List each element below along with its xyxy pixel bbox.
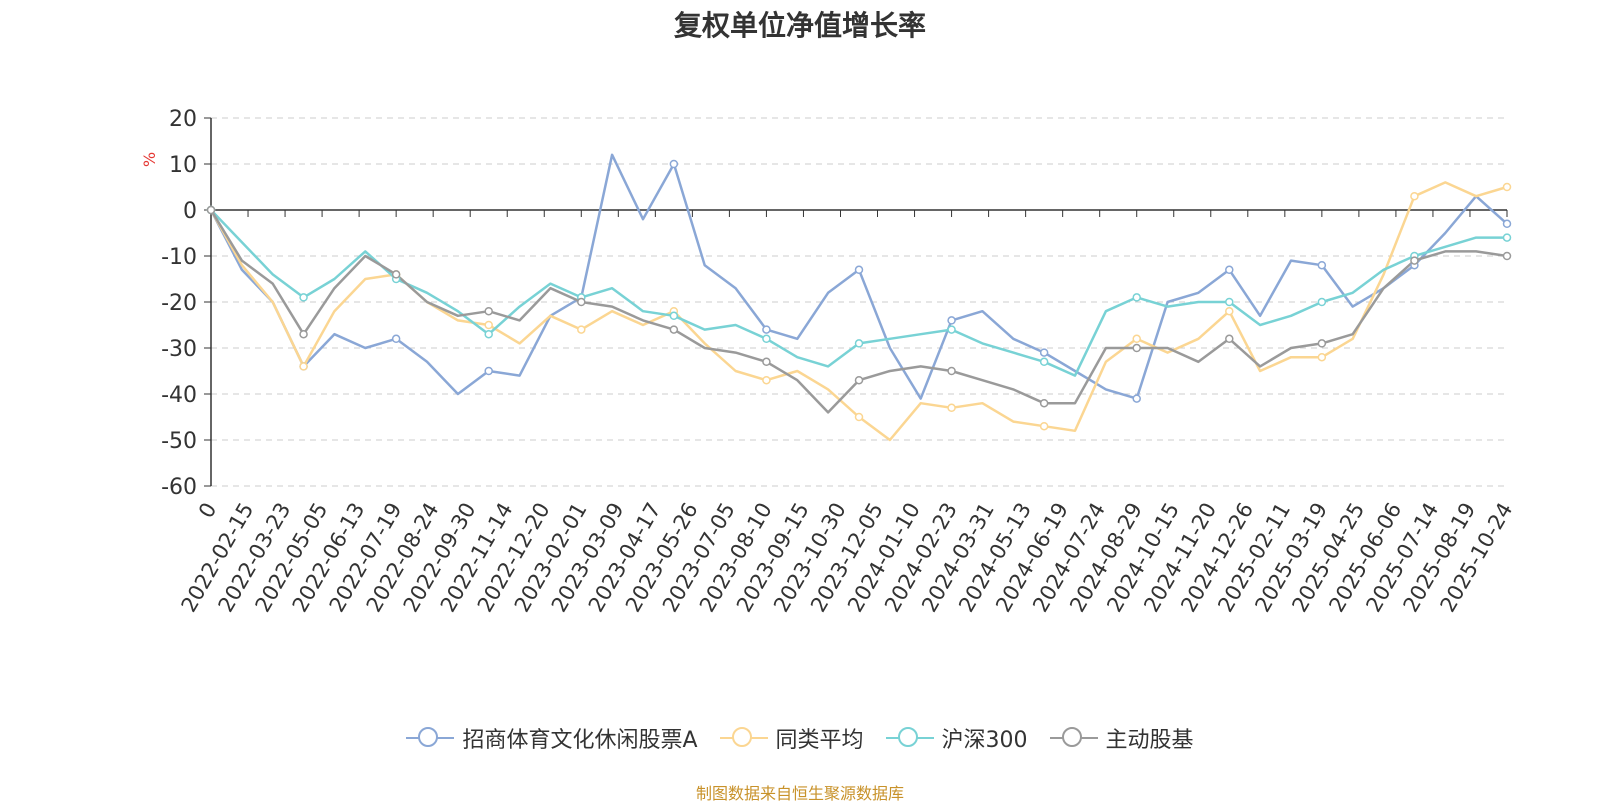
y-tick-label: -20 bbox=[161, 291, 197, 316]
data-point bbox=[1225, 306, 1234, 316]
data-point bbox=[1317, 297, 1327, 307]
data-point bbox=[1225, 265, 1234, 275]
data-point bbox=[1132, 293, 1141, 302]
data-point bbox=[577, 297, 586, 307]
data-point bbox=[1502, 219, 1512, 229]
data-point bbox=[947, 366, 956, 376]
data-point bbox=[577, 325, 586, 334]
chart-title: 复权单位净值增长率 bbox=[673, 9, 926, 42]
data-point bbox=[299, 362, 308, 371]
data-point bbox=[1132, 343, 1141, 353]
y-tick-label: 20 bbox=[169, 107, 197, 132]
series-line-1 bbox=[209, 153, 1508, 400]
data-point bbox=[1502, 182, 1512, 192]
line-chart: 20100-10-20-30-40-50-6002022-02-152022-0… bbox=[161, 107, 1517, 616]
data-point bbox=[1502, 233, 1512, 242]
y-tick-label: -40 bbox=[161, 383, 197, 408]
data-point bbox=[1317, 339, 1327, 348]
legend-swatch-icon bbox=[406, 726, 455, 750]
legend-label: 沪深300 bbox=[941, 728, 1028, 753]
data-point bbox=[854, 265, 864, 275]
legend-label: 同类平均 bbox=[775, 728, 864, 753]
y-tick-label: -30 bbox=[161, 337, 197, 362]
data-point bbox=[299, 329, 308, 339]
data-point bbox=[947, 316, 956, 325]
data-source-note: 制图数据来自恒生聚源数据库 bbox=[695, 784, 904, 803]
data-point bbox=[1225, 334, 1234, 344]
data-point bbox=[762, 375, 771, 385]
data-point bbox=[1039, 398, 1049, 408]
data-point bbox=[1502, 251, 1512, 261]
data-point bbox=[1317, 352, 1327, 362]
data-point bbox=[1410, 256, 1419, 265]
legend-swatch-icon bbox=[719, 726, 768, 750]
legend-swatch-icon bbox=[1049, 726, 1098, 750]
data-point bbox=[484, 329, 493, 339]
data-point bbox=[1132, 394, 1141, 403]
data-point bbox=[484, 366, 493, 376]
data-point bbox=[1039, 357, 1049, 367]
data-point bbox=[762, 357, 771, 367]
data-point bbox=[1039, 421, 1049, 431]
data-point bbox=[669, 325, 679, 334]
legend-label: 主动股基 bbox=[1105, 728, 1194, 753]
series-line-2 bbox=[209, 181, 1508, 442]
data-point bbox=[1410, 191, 1419, 201]
data-point bbox=[484, 306, 493, 316]
data-point bbox=[854, 339, 864, 348]
data-point bbox=[1317, 260, 1327, 270]
legend-swatch-icon bbox=[885, 726, 934, 750]
data-point bbox=[484, 320, 493, 330]
data-point bbox=[669, 311, 679, 321]
data-point bbox=[762, 334, 771, 344]
data-point bbox=[669, 159, 679, 169]
data-point bbox=[947, 403, 956, 413]
data-point bbox=[299, 293, 308, 302]
data-point bbox=[854, 375, 864, 385]
legend-item[interactable]: 沪深300 bbox=[885, 722, 1028, 754]
y-tick-label: -10 bbox=[161, 245, 197, 270]
data-point bbox=[1132, 334, 1141, 344]
data-point bbox=[391, 270, 401, 279]
y-tick-label: -60 bbox=[161, 475, 197, 500]
chart-legend: 招商体育文化休闲股票A 同类平均 沪深300 主动股基 bbox=[0, 722, 1600, 754]
legend-item[interactable]: 招商体育文化休闲股票A bbox=[406, 722, 698, 754]
data-point bbox=[762, 325, 771, 334]
data-point bbox=[391, 334, 401, 344]
legend-item[interactable]: 主动股基 bbox=[1049, 722, 1194, 754]
y-tick-label: 0 bbox=[183, 199, 197, 224]
x-tick-label: 0 bbox=[194, 499, 221, 523]
data-point bbox=[947, 325, 956, 334]
legend-item[interactable]: 同类平均 bbox=[719, 722, 864, 754]
data-point bbox=[1225, 297, 1234, 307]
y-tick-label: 10 bbox=[169, 153, 197, 178]
legend-label: 招商体育文化休闲股票A bbox=[462, 728, 698, 753]
y-tick-label: -50 bbox=[161, 429, 197, 454]
data-point bbox=[206, 205, 216, 215]
data-point bbox=[1039, 348, 1049, 357]
data-point bbox=[854, 412, 864, 422]
series-line-3 bbox=[210, 209, 1507, 377]
